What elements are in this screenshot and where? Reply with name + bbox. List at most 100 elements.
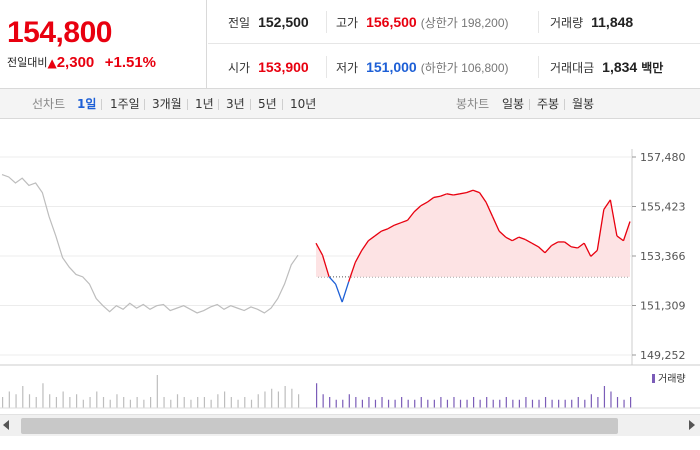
volume-bar bbox=[610, 391, 612, 408]
volume-bar bbox=[577, 397, 579, 408]
today-line-segment bbox=[479, 192, 487, 203]
today-line-segment bbox=[525, 238, 533, 244]
today-line-segment bbox=[485, 201, 494, 217]
chart-scrollbar[interactable] bbox=[0, 414, 700, 436]
tab-1day[interactable]: 1일 bbox=[77, 97, 97, 111]
tab-1year[interactable]: 1년 bbox=[195, 97, 214, 111]
today-line-segment bbox=[551, 241, 559, 247]
today-line-segment bbox=[564, 241, 572, 248]
volume-bar bbox=[453, 397, 455, 408]
tab-5year[interactable]: 5년 bbox=[258, 97, 277, 111]
tab-daily-candle[interactable]: 일봉 bbox=[502, 97, 525, 111]
volume-bar bbox=[123, 397, 125, 408]
volume-bar bbox=[342, 399, 344, 408]
divider bbox=[529, 99, 530, 110]
volume-bar bbox=[62, 391, 64, 408]
volume-bar bbox=[564, 399, 566, 408]
candle-chart-label: 봉차트 bbox=[456, 97, 490, 111]
tab-monthly-candle[interactable]: 월봉 bbox=[572, 97, 595, 111]
scroll-thumb[interactable] bbox=[21, 418, 618, 434]
y-tick-label: 157,480 bbox=[640, 151, 686, 164]
price-chart-svg: 157,480 155,423 153,366 151,309 149,252 거래량 bbox=[0, 149, 700, 409]
up-arrow-icon: ▲ bbox=[47, 56, 57, 70]
volume-bar bbox=[109, 399, 111, 408]
volume-bar bbox=[616, 397, 619, 408]
change-percent: +1.51% bbox=[104, 54, 157, 71]
volume-bar bbox=[291, 388, 293, 408]
today-area-fill bbox=[316, 190, 630, 277]
volume-label: 거래량 bbox=[550, 15, 584, 30]
volume-bar bbox=[401, 397, 403, 408]
today-line-segment bbox=[577, 242, 585, 249]
volume-bar bbox=[271, 388, 273, 408]
volume-bar bbox=[35, 397, 37, 408]
high-label: 고가 bbox=[336, 15, 359, 30]
volume-bar bbox=[374, 399, 377, 408]
today-line-segment bbox=[590, 249, 598, 257]
today-line-segment bbox=[367, 235, 376, 242]
volume-bar bbox=[433, 399, 435, 408]
divider bbox=[326, 56, 327, 78]
volume-bar bbox=[525, 397, 527, 408]
volume-bar bbox=[22, 386, 24, 408]
divider bbox=[326, 11, 327, 33]
tab-3month[interactable]: 3개월 bbox=[152, 97, 182, 111]
volume-bar bbox=[82, 399, 84, 408]
scroll-right-icon[interactable] bbox=[689, 420, 695, 430]
today-line-segment bbox=[381, 228, 389, 232]
today-line-segment bbox=[361, 240, 369, 251]
volume-bar bbox=[440, 397, 442, 408]
volume-bar bbox=[355, 397, 357, 408]
today-line-segment bbox=[453, 193, 461, 196]
volume-bar bbox=[203, 397, 206, 408]
volume-bar bbox=[322, 394, 324, 408]
prev-close-label: 전일 bbox=[228, 15, 251, 30]
volume-bar bbox=[368, 397, 370, 408]
today-line-segment bbox=[518, 236, 526, 241]
price-chart[interactable]: 157,480 155,423 153,366 151,309 149,252 거래량 bbox=[0, 120, 700, 410]
today-line-segment bbox=[328, 276, 337, 285]
volume-bar bbox=[298, 394, 300, 408]
volume-bar bbox=[190, 399, 192, 408]
volume-bar bbox=[623, 399, 625, 408]
volume-bar bbox=[89, 397, 91, 408]
y-tick-label: 153,366 bbox=[640, 250, 686, 263]
today-line-segment bbox=[433, 195, 441, 199]
volume-bar bbox=[387, 399, 390, 408]
volume-bar bbox=[630, 397, 632, 408]
volume-bar bbox=[42, 383, 44, 408]
low-value: 151,000 bbox=[366, 59, 417, 75]
volume-bar bbox=[250, 399, 253, 408]
volume-bar bbox=[505, 397, 507, 408]
volume-bar bbox=[49, 394, 51, 408]
volume-bar bbox=[407, 399, 409, 408]
volume-bar bbox=[224, 391, 226, 408]
tab-3year[interactable]: 3년 bbox=[226, 97, 245, 111]
tab-1week[interactable]: 1주일 bbox=[110, 97, 140, 111]
divider bbox=[144, 99, 145, 110]
volume-bar bbox=[584, 399, 586, 408]
change-label: 전일대비 bbox=[7, 56, 48, 69]
today-line-segment bbox=[315, 242, 324, 256]
today-line-segment bbox=[571, 246, 578, 249]
today-line-segment bbox=[413, 205, 422, 213]
tab-weekly-candle[interactable]: 주봉 bbox=[537, 97, 560, 111]
scroll-left-icon[interactable] bbox=[3, 420, 9, 430]
today-line-segment bbox=[354, 250, 363, 263]
price-box: 154,800 전일대비▲2,300 +1.51% bbox=[0, 0, 207, 89]
volume-bar bbox=[486, 397, 488, 408]
change-row: 전일대비▲2,300 +1.51% bbox=[7, 54, 156, 71]
volume-bar bbox=[55, 397, 58, 408]
volume-bar bbox=[150, 397, 152, 408]
volume-bar bbox=[394, 399, 396, 408]
tab-10year[interactable]: 10년 bbox=[290, 97, 317, 111]
volume-bar bbox=[597, 397, 599, 408]
today-line-segment bbox=[374, 230, 382, 237]
divider bbox=[101, 99, 102, 110]
volume-bar bbox=[102, 397, 105, 408]
today-line-segment bbox=[505, 236, 513, 242]
today-line-segment bbox=[466, 189, 474, 194]
volume-bar bbox=[571, 399, 573, 408]
lower-limit: (하한가 106,800) bbox=[420, 60, 509, 75]
volume-bar bbox=[544, 397, 547, 408]
